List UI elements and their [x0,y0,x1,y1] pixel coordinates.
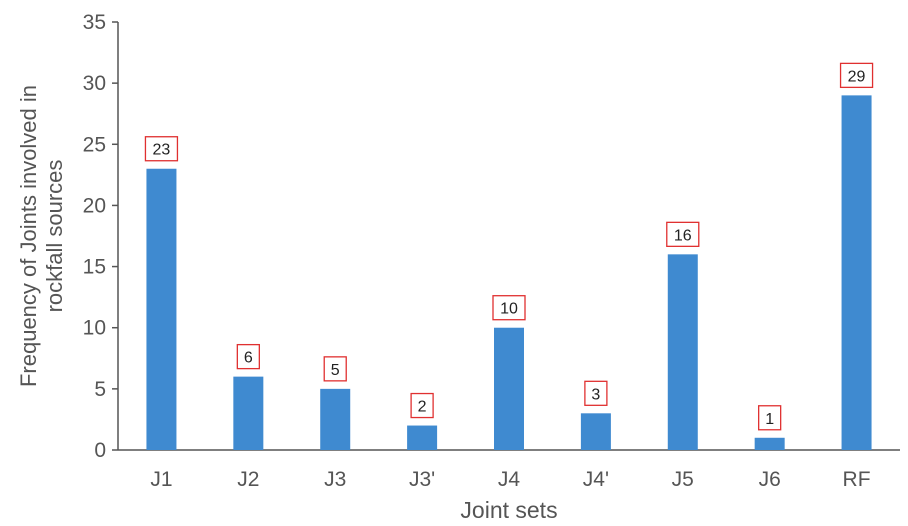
data-label: 10 [492,295,526,321]
data-label-text: 1 [765,411,774,428]
data-label: 3 [584,380,608,406]
bar [494,327,524,450]
data-label: 1 [758,405,782,431]
bar [233,376,264,450]
data-label-text: 29 [848,68,866,85]
data-label-box [236,343,260,370]
data-label-text: 3 [591,386,600,403]
y-tick-label: 5 [94,378,106,401]
x-tick-label: J4' [583,468,609,491]
y-tick-label: 20 [83,194,106,217]
data-label-box [492,295,526,321]
data-label-text: 2 [418,399,427,416]
bar [667,254,698,450]
data-label-text: 6 [244,350,253,367]
x-tick-label: J6 [759,468,781,491]
data-label: 6 [236,343,260,370]
x-tick-label: J1 [150,468,172,491]
bar [146,168,177,450]
data-label: 23 [144,136,179,162]
x-tick-label: RF [843,468,871,491]
y-tick-label: 10 [83,317,106,340]
data-label-text: 16 [674,227,692,244]
x-axis-ticks: J1 J2 J3 J3' J4 J4' J5 J6 RF [150,468,870,491]
bar [841,95,872,450]
bars: 23 6 5 2 10 3 16 1 29 [144,62,874,450]
y-axis-label: Frequency of Joints involved in rockfall … [16,85,67,387]
data-label-box [666,221,700,247]
data-label: 16 [666,221,700,247]
data-label-box [839,62,874,89]
data-label-box [758,405,782,431]
y-axis-label-line: rockfall sources [42,160,67,313]
y-tick-label: 0 [94,439,106,462]
x-tick-label: J3 [324,468,346,491]
y-tick-label: 30 [83,72,106,95]
data-label-text: 23 [153,142,171,159]
data-label-box [323,356,347,382]
bar [580,413,611,450]
x-tick-label: J3' [409,468,435,491]
bar [754,437,785,450]
data-label: 2 [410,392,434,419]
data-label-box [584,380,608,406]
y-axis-ticks: 0 5 10 15 20 25 30 35 [83,11,118,462]
x-axis-label: Joint sets [460,497,557,523]
data-label: 29 [839,62,874,89]
y-tick-label: 25 [83,133,106,156]
x-tick-label: J2 [237,468,259,491]
bar [407,425,438,450]
data-label: 5 [323,356,347,382]
y-axis-label-line: Frequency of Joints involved in [16,85,41,387]
y-tick-label: 15 [83,256,106,279]
data-label-box [410,392,434,419]
x-tick-label: J5 [672,468,694,491]
data-label-box [144,136,179,162]
data-label-text: 10 [500,301,518,318]
x-tick-label: J4 [498,468,521,491]
y-tick-label: 35 [83,11,106,34]
data-label-text: 5 [331,362,340,379]
bar [320,388,351,450]
